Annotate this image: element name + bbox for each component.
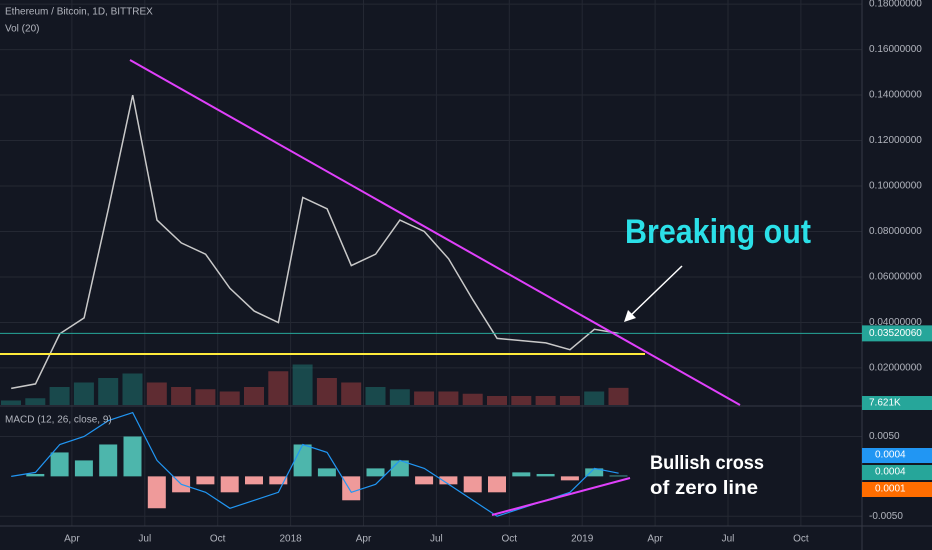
macd-histogram-bar [220, 476, 239, 493]
volume-bar [1, 400, 21, 405]
volume-bar [195, 389, 216, 405]
macd-histogram-bar [196, 476, 215, 485]
macd-histogram-bar [99, 444, 118, 477]
volume-bar [535, 396, 556, 405]
volume-bar [462, 393, 483, 405]
macd-histogram-bar [366, 468, 385, 477]
macd-histogram-bar [317, 468, 336, 477]
macd-histogram-bar [245, 476, 263, 485]
volume-bar [341, 382, 362, 405]
y-tick-label: 0.16000000 [869, 44, 922, 55]
price-badge-label: 0.03520060 [869, 328, 922, 339]
macd-histogram-bar [123, 436, 142, 477]
grid [0, 0, 862, 526]
macd-histogram-bar [439, 476, 458, 485]
y-tick-label: 0.02000000 [869, 363, 922, 374]
macd-trend-line [491, 477, 631, 516]
macd-histogram-bar [74, 460, 93, 477]
volume-badge-label: 7.621K [869, 398, 901, 409]
macd-badge-label: 0.0001 [875, 484, 906, 495]
macd-histogram-bar [512, 472, 531, 477]
volume-bar [146, 382, 167, 405]
volume-bar [25, 398, 46, 405]
chart-title: Ethereum / Bitcoin, 1D, BITTREX [5, 7, 153, 18]
marks [0, 94, 862, 517]
volume-bar [98, 378, 119, 405]
x-tick-label: Jul [722, 534, 735, 545]
macd-histogram-bar [536, 473, 555, 477]
volume-bar [389, 389, 410, 405]
macd-histogram-bar [609, 475, 628, 477]
y-tick-label: 0.14000000 [869, 90, 922, 101]
y-tick-label: 0.04000000 [869, 317, 922, 328]
macd-badge [862, 448, 932, 463]
price-line [11, 94, 619, 390]
arrow-head [624, 310, 636, 322]
trend-line [129, 59, 741, 406]
y-tick-label: 0.0050 [869, 431, 900, 442]
volume-bar [438, 391, 459, 405]
macd-histogram-bar [415, 476, 434, 485]
x-tick-label: Oct [210, 534, 226, 545]
volume-bar [316, 378, 337, 405]
macd-histogram-bar [269, 476, 288, 485]
volume-bar [584, 391, 605, 405]
annotation: Bullish cross [650, 453, 764, 474]
y-tick-label: 0.10000000 [869, 181, 922, 192]
volume-bar [511, 396, 532, 405]
x-tick-label: Oct [502, 534, 518, 545]
volume-bar [73, 382, 94, 405]
annotation: Breaking out [625, 213, 811, 251]
x-tick-label: Apr [647, 534, 663, 545]
x-tick-label: Apr [64, 534, 80, 545]
volume-bar [219, 391, 240, 405]
macd-histogram-bar [488, 476, 506, 493]
volume-bar [49, 387, 70, 405]
x-tick-label: Oct [793, 534, 809, 545]
x-tick-label: Jul [138, 534, 151, 545]
y-tick-label: -0.0050 [869, 511, 903, 522]
x-tick-label: Jul [430, 534, 443, 545]
volume-bar [268, 371, 289, 405]
volume-bar [244, 387, 264, 405]
x-tick-label: 2018 [279, 534, 302, 545]
volume-badge [862, 396, 932, 410]
x-tick-label: Apr [356, 534, 372, 545]
macd-badge-label: 0.0004 [875, 450, 906, 461]
volume-bar [414, 391, 435, 405]
annotation: of zero line [650, 478, 758, 499]
volume-bar [365, 387, 386, 405]
macd-histogram-bar [463, 476, 482, 493]
arrow [627, 265, 683, 319]
price-badge [862, 325, 932, 342]
macd-histogram-bar [147, 476, 166, 509]
y-tick-label: 0.18000000 [869, 0, 922, 10]
y-tick-label: 0.12000000 [869, 135, 922, 146]
macd-histogram-bar [293, 444, 312, 477]
y-tick-label: 0.06000000 [869, 272, 922, 283]
macd-histogram-bar [585, 468, 604, 477]
volume-bar [292, 364, 313, 405]
macd-badge-label: 0.0004 [875, 467, 906, 478]
volume-bar [559, 396, 580, 405]
volume-bar [122, 373, 143, 405]
volume-legend: Vol (20) [5, 24, 39, 35]
macd-histogram-bar [50, 452, 69, 477]
macd-badge [862, 465, 932, 480]
volume-bar [608, 387, 629, 405]
macd-badge [862, 482, 932, 497]
macd-legend: MACD (12, 26, close, 9) [5, 415, 112, 426]
macd-histogram-bar [26, 473, 45, 477]
macd-line [11, 411, 619, 517]
macd-histogram-bar [560, 476, 579, 481]
x-tick-label: 2019 [571, 534, 594, 545]
macd-histogram-bar [342, 476, 361, 501]
volume-bar [171, 387, 192, 405]
y-tick-label: 0.08000000 [869, 226, 922, 237]
volume-bar [487, 396, 507, 405]
